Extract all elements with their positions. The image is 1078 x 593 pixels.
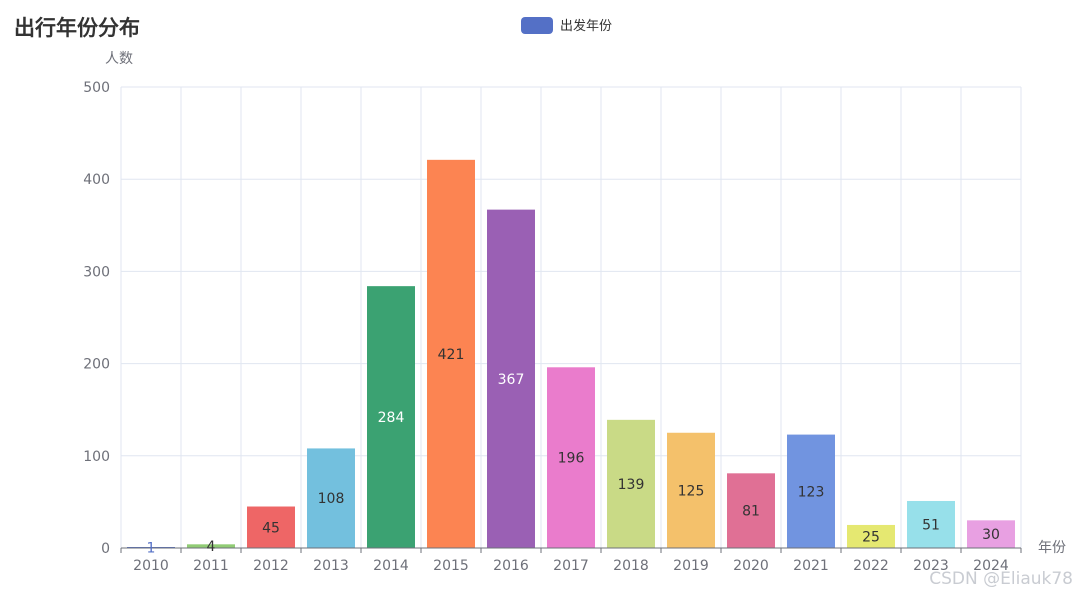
y-tick-label: 200 <box>83 357 110 373</box>
bar-2017[interactable] <box>547 367 595 548</box>
x-tick-label: 2017 <box>553 558 589 574</box>
x-tick-label: 2012 <box>253 558 289 574</box>
bar-value-label: 81 <box>742 504 760 520</box>
bar-2016[interactable] <box>487 209 535 548</box>
x-tick-label: 2010 <box>133 558 169 574</box>
bar-2011[interactable] <box>187 544 235 548</box>
x-tick-label: 2016 <box>493 558 529 574</box>
x-tick-label: 2019 <box>673 558 709 574</box>
bar-2012[interactable] <box>247 506 295 548</box>
bar-value-label: 139 <box>618 477 645 493</box>
x-tick-label: 2022 <box>853 558 889 574</box>
bar-value-label: 108 <box>318 491 345 507</box>
bar-value-label: 196 <box>558 451 585 467</box>
y-tick-label: 400 <box>83 172 110 188</box>
bar-2022[interactable] <box>847 524 895 548</box>
bars <box>127 159 1015 548</box>
bar-2020[interactable] <box>727 473 775 548</box>
bar-2023[interactable] <box>907 500 955 548</box>
bar-value-label: 367 <box>498 372 525 388</box>
bar-value-label: 25 <box>862 529 880 545</box>
x-tick-label: 2024 <box>973 558 1009 574</box>
legend-label[interactable]: 出发年份 <box>560 18 612 34</box>
bar-value-label: 51 <box>922 517 940 533</box>
grid <box>120 86 1022 548</box>
y-tick-label: 100 <box>83 449 110 465</box>
x-axis-label: 年份 <box>1038 540 1066 556</box>
x-tick-label: 2021 <box>793 558 829 574</box>
x-tick-label: 2020 <box>733 558 769 574</box>
bar-2013[interactable] <box>307 448 355 548</box>
x-tick-label: 2023 <box>913 558 949 574</box>
legend[interactable]: 出发年份 <box>521 17 612 34</box>
y-axis-ticks: 0 100 200 300 400 500 <box>83 80 110 557</box>
y-tick-label: 500 <box>83 80 110 96</box>
x-tick-label: 2013 <box>313 558 349 574</box>
y-tick-label: 0 <box>101 541 110 557</box>
x-tick-label: 2011 <box>193 558 229 574</box>
bar-value-label: 45 <box>262 520 280 536</box>
bar-value-label: 123 <box>798 484 825 500</box>
bar-2015[interactable] <box>427 159 475 548</box>
bar-value-label: 1 <box>147 541 156 557</box>
bar-value-label: 125 <box>678 483 705 499</box>
y-axis-label: 人数 <box>105 51 133 67</box>
bar-labels: 1 4 45 108 284 421 367 196 139 125 81 123 25 51 30 <box>147 347 1000 557</box>
bar-2024[interactable] <box>967 520 1015 548</box>
bar-2021[interactable] <box>787 434 835 548</box>
x-axis-ticks: 2010 2011 2012 2013 2014 2015 2016 2017 2018 2019… <box>133 558 1009 574</box>
chart-title: 出行年份分布 <box>14 16 140 40</box>
legend-swatch[interactable] <box>521 17 553 34</box>
bar-value-label: 4 <box>207 539 216 555</box>
bar-2014[interactable] <box>367 286 415 548</box>
bar-value-label: 421 <box>438 347 465 363</box>
y-tick-label: 300 <box>83 264 110 280</box>
x-tick-label: 2018 <box>613 558 649 574</box>
bar-value-label: 284 <box>378 410 405 426</box>
bar-2019[interactable] <box>667 432 715 548</box>
x-tick-label: 2014 <box>373 558 409 574</box>
x-axis <box>120 547 1022 553</box>
bar-value-label: 30 <box>982 527 1000 543</box>
watermark: CSDN @Eliauk78 <box>929 569 1073 589</box>
x-tick-label: 2015 <box>433 558 469 574</box>
bar-2018[interactable] <box>607 419 655 548</box>
